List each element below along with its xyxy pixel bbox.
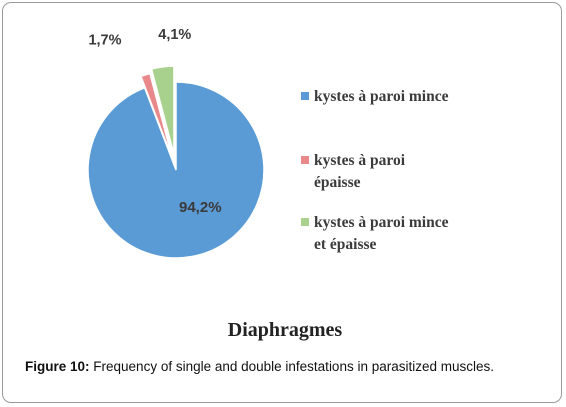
caption-label: Figure 10: bbox=[25, 359, 90, 374]
caption-text: Frequency of single and double infestati… bbox=[93, 359, 495, 374]
legend-label: kystes à paroi mince et épaisse bbox=[314, 214, 449, 253]
legend-label: kystes à paroi mince bbox=[314, 88, 449, 105]
legend-swatch bbox=[301, 92, 309, 100]
legend-label: kystes à paroi épaisse bbox=[314, 152, 406, 191]
pie-slice-2 bbox=[139, 72, 174, 159]
slice-value-label-3: 4,1% bbox=[158, 27, 191, 43]
slice-value-label-1: 94,2% bbox=[179, 199, 222, 216]
legend-item-2: kystes à paroi épaisse bbox=[301, 150, 405, 194]
legend-item-1: kystes à paroi mince bbox=[301, 86, 448, 108]
slice-value-label-2: 1,7% bbox=[88, 32, 121, 48]
figure-frame: 94,2% 1,7% 4,1% kystes à paroi mince kystes… bbox=[2, 2, 562, 403]
chart-title: Diaphragmes bbox=[227, 319, 343, 341]
pie-slice-1 bbox=[87, 81, 265, 259]
legend-item-3: kystes à paroi mince et épaisse bbox=[301, 212, 448, 256]
legend-swatch bbox=[301, 156, 309, 164]
pie-chart: 94,2% 1,7% 4,1% bbox=[87, 27, 265, 259]
legend-swatch bbox=[301, 218, 309, 226]
chart-area: 94,2% 1,7% 4,1% kystes à paroi mince kystes… bbox=[11, 8, 559, 352]
figure-caption: Figure 10: Frequency of single and doubl… bbox=[25, 358, 545, 375]
pie-slice-3 bbox=[150, 65, 175, 155]
